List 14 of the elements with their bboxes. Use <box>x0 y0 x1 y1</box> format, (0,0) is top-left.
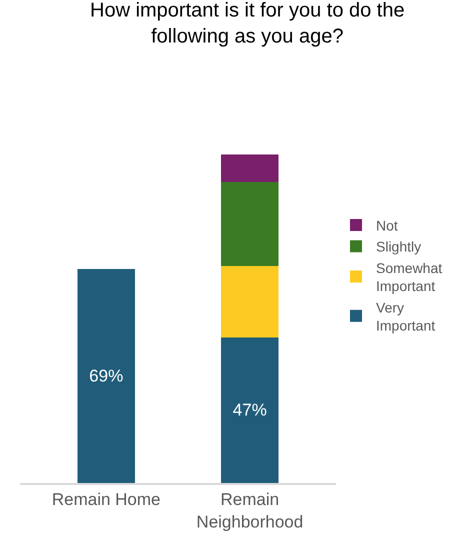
bar <box>221 154 279 182</box>
chart-title: How important is it for you to do the following as you age? <box>90 0 405 48</box>
x-tick-label: Remain Neighborhood <box>196 490 304 532</box>
legend-label: Very Important <box>376 299 436 334</box>
data-label: 69% <box>89 366 124 386</box>
legend-label: Slightly <box>376 238 422 255</box>
bar <box>221 266 279 338</box>
bar <box>221 337 279 483</box>
legend-label: Somewhat Important <box>376 260 442 294</box>
data-label: 47% <box>232 400 267 420</box>
bar <box>77 269 135 483</box>
bar <box>221 182 279 266</box>
x-tick-label: Remain Home <box>52 490 161 510</box>
legend-label: Not <box>376 217 398 234</box>
